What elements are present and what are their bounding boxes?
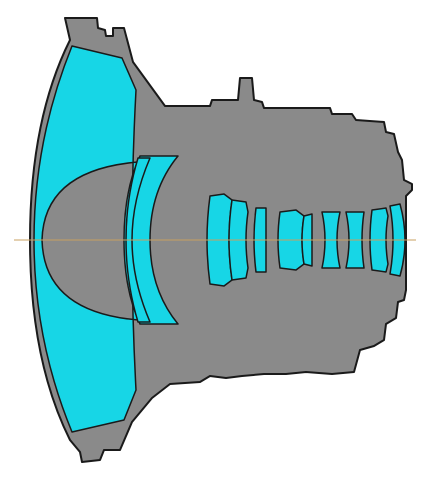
lens-element-2b [125, 157, 151, 323]
